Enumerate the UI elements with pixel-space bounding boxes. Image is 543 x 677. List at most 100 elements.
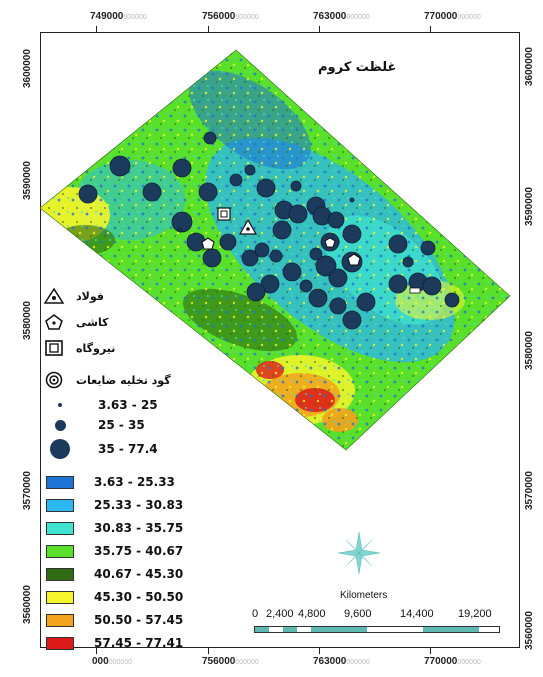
sample-point [329,297,347,315]
raster-class-swatch [46,590,74,604]
point-class-1-label: 3.63 - 25 [98,398,158,412]
sample-point [315,255,337,277]
sample-point [171,211,193,233]
sample-point [109,155,131,177]
x-tick-top-4: 770000000000 [424,11,481,22]
tick-mark [208,26,209,32]
scale-label: 0 [252,608,259,620]
point-class-2: 25 - 35 [40,414,145,436]
sample-point [422,276,442,296]
sample-points [78,131,460,330]
raster-class-swatch [46,498,74,512]
legend-waste-pit-label: گود تخلیه ضایعات [76,373,171,387]
sample-point [202,248,222,268]
y-tick-left-2: 3590000 [22,161,33,200]
raster-class-swatch [46,636,74,650]
power-plant-marker [217,207,231,221]
map-frame [40,32,520,648]
y-tick-right-4: 3570000 [524,471,535,510]
power-plant-square-icon [40,338,68,358]
sample-point [246,282,266,302]
point-class-1: 3.63 - 25 [40,394,158,416]
y-tick-left-5: 3560000 [22,585,33,624]
y-tick-left-4: 3570000 [22,471,33,510]
raster-class-swatch [46,544,74,558]
raster-class-5: 40.67 - 45.30 [46,564,183,584]
raster-class-4: 35.75 - 40.67 [46,541,183,561]
sample-point [402,256,414,268]
sample-point [229,173,243,187]
sample-point [260,274,280,294]
sample-point [78,184,98,204]
point-large-icon [50,439,70,459]
tick-mark [430,648,431,654]
raster-class-label: 45.30 - 50.50 [94,590,184,604]
sample-point [172,158,192,178]
raster-class-8: 57.45 - 77.41 [46,633,183,653]
sample-point [288,204,308,224]
tick-mark [319,26,320,32]
sample-point [244,164,256,176]
map-title: غلظت کروم [318,60,397,75]
y-tick-left-3: 3580000 [22,301,33,340]
tile-factory-marker [201,237,215,250]
legend-waste-pit: گود تخلیه ضایعات [40,370,171,390]
sample-point [308,288,328,308]
x-tick-bottom-4: 770000000000 [424,656,481,667]
legend-steel: فولاد [40,286,104,306]
sample-point [177,227,183,233]
tick-mark [208,648,209,654]
sample-point [420,240,436,256]
x-tick-top-3: 763000000000 [313,11,370,22]
legend-steel-label: فولاد [76,289,104,303]
sample-point [290,180,302,192]
tick-mark [96,26,97,32]
y-tick-right-1: 3600000 [524,47,535,86]
x-tick-bottom-3: 763000000000 [313,656,370,667]
x-tick-bottom-1: 000000000 [92,656,133,667]
raster-class-6: 45.30 - 50.50 [46,587,183,607]
scale-label: 14,400 [400,608,434,620]
tile-factory-marker [347,253,361,266]
sample-point [241,249,259,267]
sample-point [254,242,270,258]
y-tick-right-3: 3580000 [524,331,535,370]
sample-point [203,131,217,145]
raster-class-7: 50.50 - 57.45 [46,610,183,630]
sample-point [142,182,162,202]
sample-point [349,197,355,203]
raster-class-swatch [46,475,74,489]
sample-point [342,224,362,244]
raster-class-label: 35.75 - 40.67 [94,544,184,558]
raster-class-label: 30.83 - 35.75 [94,521,184,535]
sample-point [299,279,313,293]
y-tick-left-1: 3600000 [22,49,33,88]
sample-point [309,247,323,261]
point-small-icon [58,403,62,407]
raster-class-label: 57.45 - 77.41 [94,636,184,650]
point-class-3-label: 35 - 77.4 [98,442,158,456]
raster-class-swatch [46,613,74,627]
y-tick-right-2: 3590000 [524,187,535,226]
point-medium-icon [54,419,66,431]
sample-point [356,292,376,312]
scale-label: 9,600 [344,608,372,620]
scale-label: 19,200 [458,608,492,620]
raster-class-label: 25.33 - 30.83 [94,498,184,512]
sample-point [342,310,362,330]
raster-class-1: 3.63 - 25.33 [46,472,175,492]
y-tick-right-5: 3560000 [524,611,535,650]
tile-factory-marker [324,237,336,248]
raster-class-2: 25.33 - 30.83 [46,495,183,515]
compass-rose-icon [337,531,381,575]
legend-tile: کاشی [40,312,108,332]
triangle-dot-icon [40,286,68,306]
sample-point [328,268,348,288]
legend-tile-label: کاشی [76,315,109,329]
facility-markers [201,207,421,294]
tick-mark [96,648,97,654]
raster-class-label: 50.50 - 57.45 [94,613,184,627]
pentagon-icon [40,312,68,332]
legend-power-plant: نیروگاه [40,338,115,358]
sample-point [388,274,408,294]
